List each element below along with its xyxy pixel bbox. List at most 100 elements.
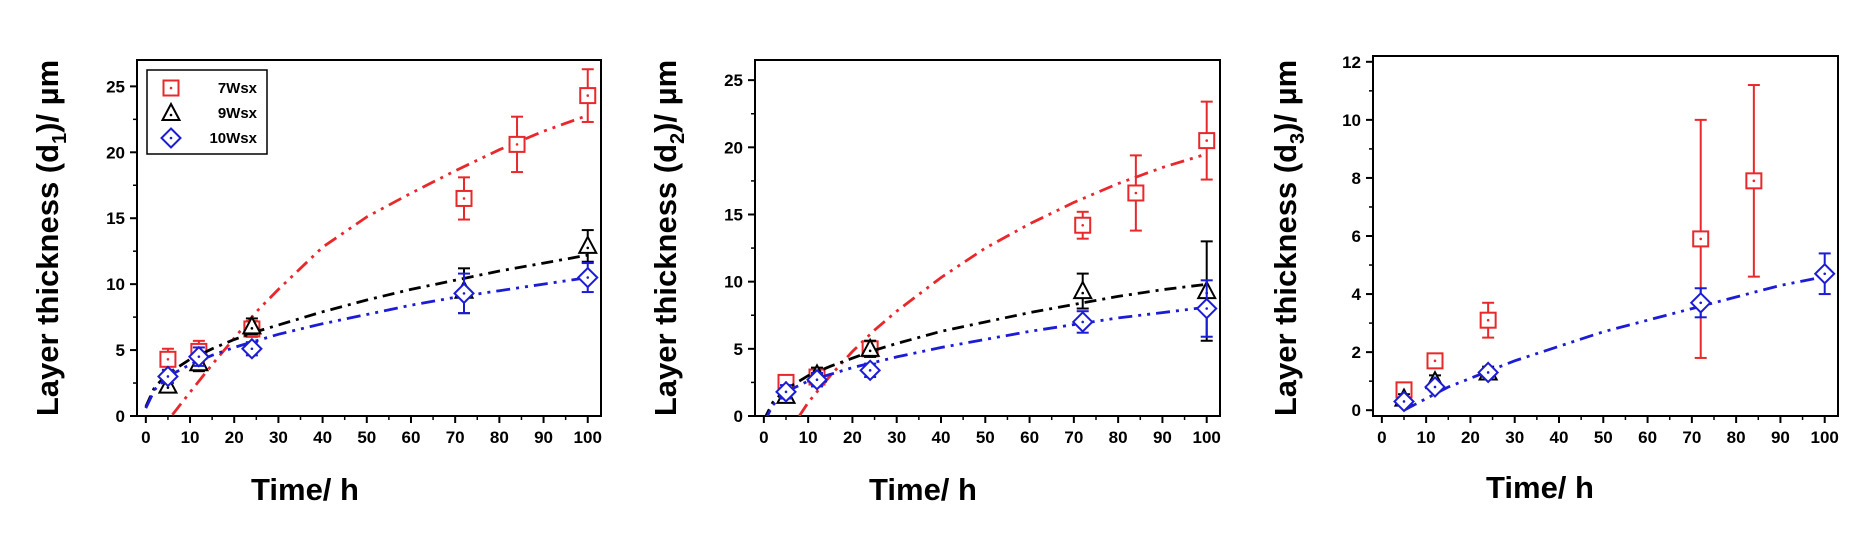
y-tick-label: 8 (1352, 169, 1361, 188)
y-tick-label: 5 (116, 341, 125, 360)
marker-center-dot (868, 349, 872, 353)
series-9Wsx (144, 229, 598, 408)
x-tick-label: 50 (357, 428, 376, 447)
chart-panel-2: 0 10 20 30 40 50 60 70 80 90 100 0 5 10 15 20 25 Time/ h L… (648, 59, 1221, 507)
marker-center-dot (586, 246, 590, 250)
x-tick-label: 100 (1193, 428, 1221, 447)
y-tick-label: 10 (1342, 111, 1361, 130)
legend-label-10Wsx: 10Wsx (209, 130, 257, 147)
x-axis-title: Time/ h (869, 472, 977, 507)
marker-center-dot (586, 276, 590, 279)
x-tick-label: 90 (1771, 428, 1790, 447)
y-axis-title-text: Layer thickness (d (648, 144, 683, 416)
chart-panel-1: 0 10 20 30 40 50 60 70 80 90 100 0 5 10 15 20 25 Time/ h L… (30, 59, 602, 507)
marker-center-dot (1134, 191, 1138, 195)
x-tick-label: 0 (141, 428, 150, 447)
y-axis-title-unit: )/ µm (1268, 60, 1303, 133)
x-tick-label: 0 (759, 428, 768, 447)
y-tick-label: 4 (1352, 285, 1362, 304)
marker-center-dot (462, 197, 466, 200)
x-tick-label: 90 (534, 428, 553, 447)
x-tick-label: 80 (1109, 428, 1128, 447)
x-tick-label: 50 (976, 428, 995, 447)
marker-center-dot (1205, 139, 1209, 142)
series-7Wsx (1395, 84, 1763, 399)
y-tick-label: 0 (1352, 401, 1361, 420)
marker-center-dot (169, 86, 173, 90)
series-9Wsx (764, 240, 1217, 416)
x-tick-label: 10 (181, 428, 200, 447)
marker-center-dot (1402, 400, 1406, 403)
fit-line-10Wsx (1403, 275, 1825, 412)
legend-label-7Wsx: 7Wsx (218, 80, 258, 97)
x-tick-label: 20 (1461, 428, 1480, 447)
x-tick-label: 20 (843, 428, 862, 447)
y-tick-label: 20 (724, 138, 743, 157)
y-tick-label: 15 (106, 209, 125, 228)
marker-center-dot (1486, 318, 1490, 322)
y-tick-label: 20 (106, 143, 125, 162)
marker-center-dot (250, 327, 254, 330)
x-tick-label: 70 (1682, 428, 1701, 447)
x-tick-label: 0 (1377, 428, 1386, 447)
x-tick-label: 40 (313, 428, 332, 447)
y-axis-title-subscript: 1 (49, 133, 71, 144)
marker-center-dot (1823, 272, 1827, 276)
x-tick-label: 40 (932, 428, 951, 447)
marker-center-dot (1081, 291, 1085, 295)
x-tick-label: 60 (402, 428, 421, 447)
legend-label-9Wsx: 9Wsx (218, 105, 258, 122)
y-tick-label: 2 (1352, 343, 1361, 362)
x-tick-label: 30 (1505, 428, 1524, 447)
marker-center-dot (166, 375, 170, 378)
fit-line-10Wsx (144, 276, 588, 409)
marker-center-dot (250, 347, 254, 351)
marker-center-dot (166, 386, 170, 389)
y-tick-label: 10 (724, 273, 743, 292)
marker-triangle (1072, 279, 1093, 300)
y-tick-label: 0 (116, 407, 125, 426)
x-tick-label: 100 (574, 428, 602, 447)
plot-frame (754, 59, 1221, 417)
plot-frame (136, 59, 602, 417)
y-tick-label: 15 (724, 205, 743, 224)
marker-center-dot (1433, 385, 1437, 389)
marker-center-dot (462, 292, 466, 295)
y-axis-title-subscript: 2 (667, 133, 689, 144)
fit-line-9Wsx (144, 253, 588, 408)
chart-panel-3: 0 10 20 30 40 50 60 70 80 90 100 0 2 4 6 8 10 12 Time/ h La… (1268, 53, 1839, 505)
marker-center-dot (169, 136, 173, 140)
marker-center-dot (515, 143, 519, 146)
marker-center-dot (197, 355, 201, 358)
series-10Wsx (144, 262, 599, 409)
marker-center-dot (586, 94, 590, 97)
marker-center-dot (1081, 320, 1085, 324)
x-tick-label: 50 (1594, 428, 1613, 447)
marker-center-dot (1205, 307, 1209, 310)
x-tick-label: 30 (887, 428, 906, 447)
x-tick-label: 40 (1550, 428, 1569, 447)
y-tick-label: 6 (1352, 227, 1361, 246)
y-axis-title: Layer thickness (d2)/ µm (648, 60, 689, 416)
x-tick-label: 80 (1727, 428, 1746, 447)
y-tick-label: 12 (1342, 53, 1361, 72)
x-tick-label: 90 (1153, 428, 1172, 447)
x-tick-label: 70 (1064, 428, 1083, 447)
x-tick-label: 100 (1811, 428, 1839, 447)
y-axis-title: Layer thickness (d3)/ µm (1268, 60, 1309, 416)
y-axis-title-subscript: 3 (1287, 133, 1309, 144)
marker-center-dot (1699, 237, 1703, 241)
x-axis-title: Time/ h (1486, 470, 1594, 505)
y-tick-label: 5 (734, 340, 743, 359)
series-10Wsx (765, 279, 1218, 416)
y-tick-label: 25 (106, 77, 125, 96)
x-tick-label: 20 (225, 428, 244, 447)
y-axis-title-text: Layer thickness (d (1268, 144, 1303, 416)
y-axis-title-unit: )/ µm (648, 60, 683, 133)
marker-center-dot (1486, 371, 1490, 374)
x-tick-label: 70 (446, 428, 465, 447)
x-axis-title: Time/ h (251, 472, 359, 507)
legend: 7Wsx 9Wsx 10Wsx (146, 69, 268, 155)
marker-triangle (577, 234, 598, 254)
